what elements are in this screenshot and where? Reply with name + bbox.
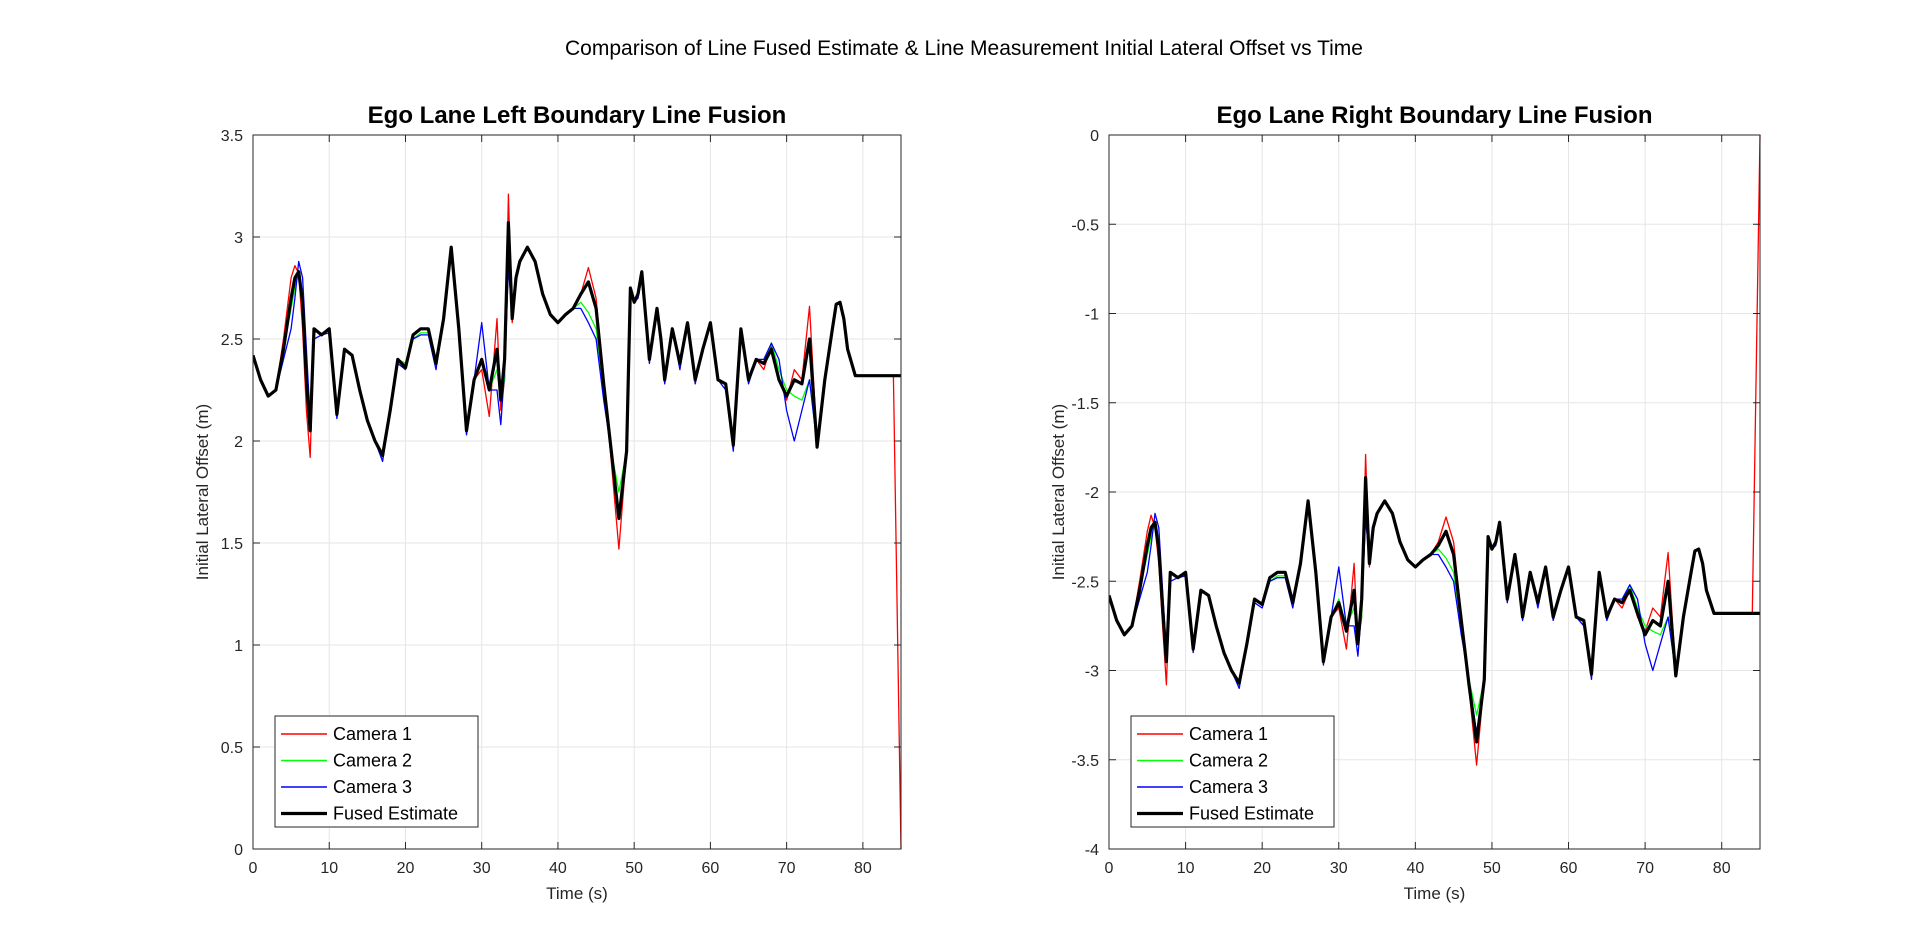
right-boundary-plot: 0 10 20 30 40 50 60 70 80 -4 -3.5 -3 -2.5 -2 -1.5 -1 -0.… <box>1049 102 1761 903</box>
x-tick-label: 30 <box>1330 860 1348 877</box>
x-tick-label: 10 <box>1177 860 1195 877</box>
x-tick-label: 50 <box>1483 860 1501 877</box>
left-boundary-plot: 0 10 20 30 40 50 60 70 80 0 0.5 1 1.5 2 2.5 3 3.5 Ego Lan… <box>193 102 902 903</box>
x-tick-label: 40 <box>1406 860 1424 877</box>
legend-label-camera-2: Camera 2 <box>1189 751 1268 771</box>
x-tick-label: 20 <box>397 860 415 877</box>
y-tick-label: 1.5 <box>221 536 243 553</box>
x-tick-label: 40 <box>549 860 567 877</box>
legend-label-camera-3: Camera 3 <box>333 777 412 797</box>
series-lines <box>1109 134 1761 766</box>
y-tick-label: -1.5 <box>1071 396 1099 413</box>
y-tick-label: 2.5 <box>221 332 243 349</box>
series-lines <box>253 193 902 850</box>
y-tick-label: 0.5 <box>221 740 243 757</box>
figure-suptitle: Comparison of Line Fused Estimate & Line… <box>565 37 1363 60</box>
x-tick-label: 50 <box>625 860 643 877</box>
legend: Camera 1 Camera 2 Camera 3 Fused Estimate <box>1130 715 1335 828</box>
x-tick-label: 70 <box>778 860 796 877</box>
plot-title: Ego Lane Right Boundary Line Fusion <box>1217 102 1653 129</box>
y-tick-label: -0.5 <box>1071 217 1099 234</box>
x-tick-label: 0 <box>249 860 258 877</box>
x-tick-label: 10 <box>320 860 338 877</box>
y-tick-label: -3 <box>1085 664 1099 681</box>
y-tick-label: 0 <box>1090 128 1099 145</box>
x-tick-label: 0 <box>1105 860 1114 877</box>
x-tick-label: 60 <box>702 860 720 877</box>
y-tick-label: -2.5 <box>1071 574 1099 591</box>
x-tick-label: 70 <box>1636 860 1654 877</box>
y-tick-label: 2 <box>234 434 243 451</box>
x-tick-label: 60 <box>1560 860 1578 877</box>
x-tick-label: 20 <box>1253 860 1271 877</box>
x-tick-label: 80 <box>1713 860 1731 877</box>
series-line-fused-estimate <box>1109 476 1760 744</box>
y-tick-label: 3.5 <box>221 128 243 145</box>
legend-label-fused-estimate: Fused Estimate <box>1189 804 1314 824</box>
legend-label-fused-estimate: Fused Estimate <box>333 804 458 824</box>
x-axis-label: Time (s) <box>546 884 608 903</box>
y-tick-label: 3 <box>234 230 243 247</box>
y-tick-label: -1 <box>1085 307 1099 324</box>
x-tick-label: 80 <box>854 860 872 877</box>
y-tick-label: -2 <box>1085 485 1099 502</box>
y-tick-label: 0 <box>234 842 243 859</box>
series-line-fused-estimate <box>253 221 901 521</box>
legend-label-camera-3: Camera 3 <box>1189 777 1268 797</box>
y-tick-label: -3.5 <box>1071 753 1099 770</box>
y-axis-label: Initial Lateral Offset (m) <box>1049 404 1068 580</box>
axes-frame <box>252 134 902 850</box>
legend-label-camera-1: Camera 1 <box>1189 724 1268 744</box>
y-axis-label: Initial Lateral Offset (m) <box>193 404 212 580</box>
x-axis-label: Time (s) <box>1404 884 1466 903</box>
legend-label-camera-2: Camera 2 <box>333 751 412 771</box>
plot-title: Ego Lane Left Boundary Line Fusion <box>368 102 787 129</box>
y-tick-label: -4 <box>1085 842 1099 859</box>
y-tick-label: 1 <box>234 638 243 655</box>
legend-label-camera-1: Camera 1 <box>333 724 412 744</box>
legend: Camera 1 Camera 2 Camera 3 Fused Estimate <box>274 715 479 828</box>
x-tick-label: 30 <box>473 860 491 877</box>
